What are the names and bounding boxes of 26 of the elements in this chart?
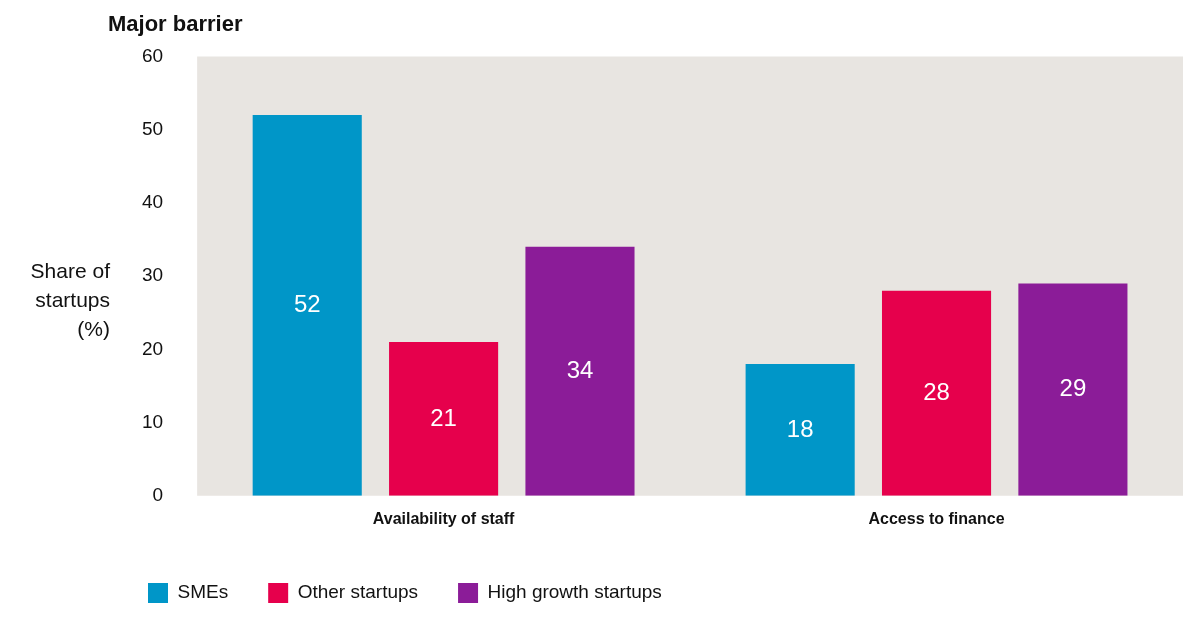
y-tick-label: 50	[141, 117, 164, 139]
data-label: 18	[786, 414, 814, 442]
bar	[389, 342, 499, 496]
y-tick-label: 0	[152, 484, 164, 506]
bar	[252, 114, 362, 496]
x-tick-label: Availability of staff	[372, 509, 516, 527]
y-tick-label: 60	[141, 44, 164, 66]
data-label: 52	[293, 290, 321, 318]
y-tick-label: 20	[141, 337, 164, 359]
data-label: 29	[1059, 374, 1087, 402]
legend-label: Other startups	[297, 581, 419, 603]
legend-label: SMEs	[177, 581, 229, 603]
data-label: 34	[566, 355, 594, 383]
bar	[881, 290, 992, 496]
data-label: 21	[430, 403, 457, 431]
y-tick-label: 10	[141, 410, 164, 432]
data-label: 28	[923, 377, 950, 405]
x-tick-label: Access to finance	[868, 509, 1005, 527]
bar	[745, 363, 855, 496]
bar	[1018, 283, 1128, 496]
y-axis-title: Share of startups (%)	[29, 258, 110, 342]
bar	[525, 246, 635, 496]
y-tick-label: 40	[141, 191, 164, 213]
legend-label: High growth startups	[487, 581, 662, 603]
y-tick-label: 30	[141, 264, 164, 286]
chart-title: Major barrier	[108, 11, 243, 37]
